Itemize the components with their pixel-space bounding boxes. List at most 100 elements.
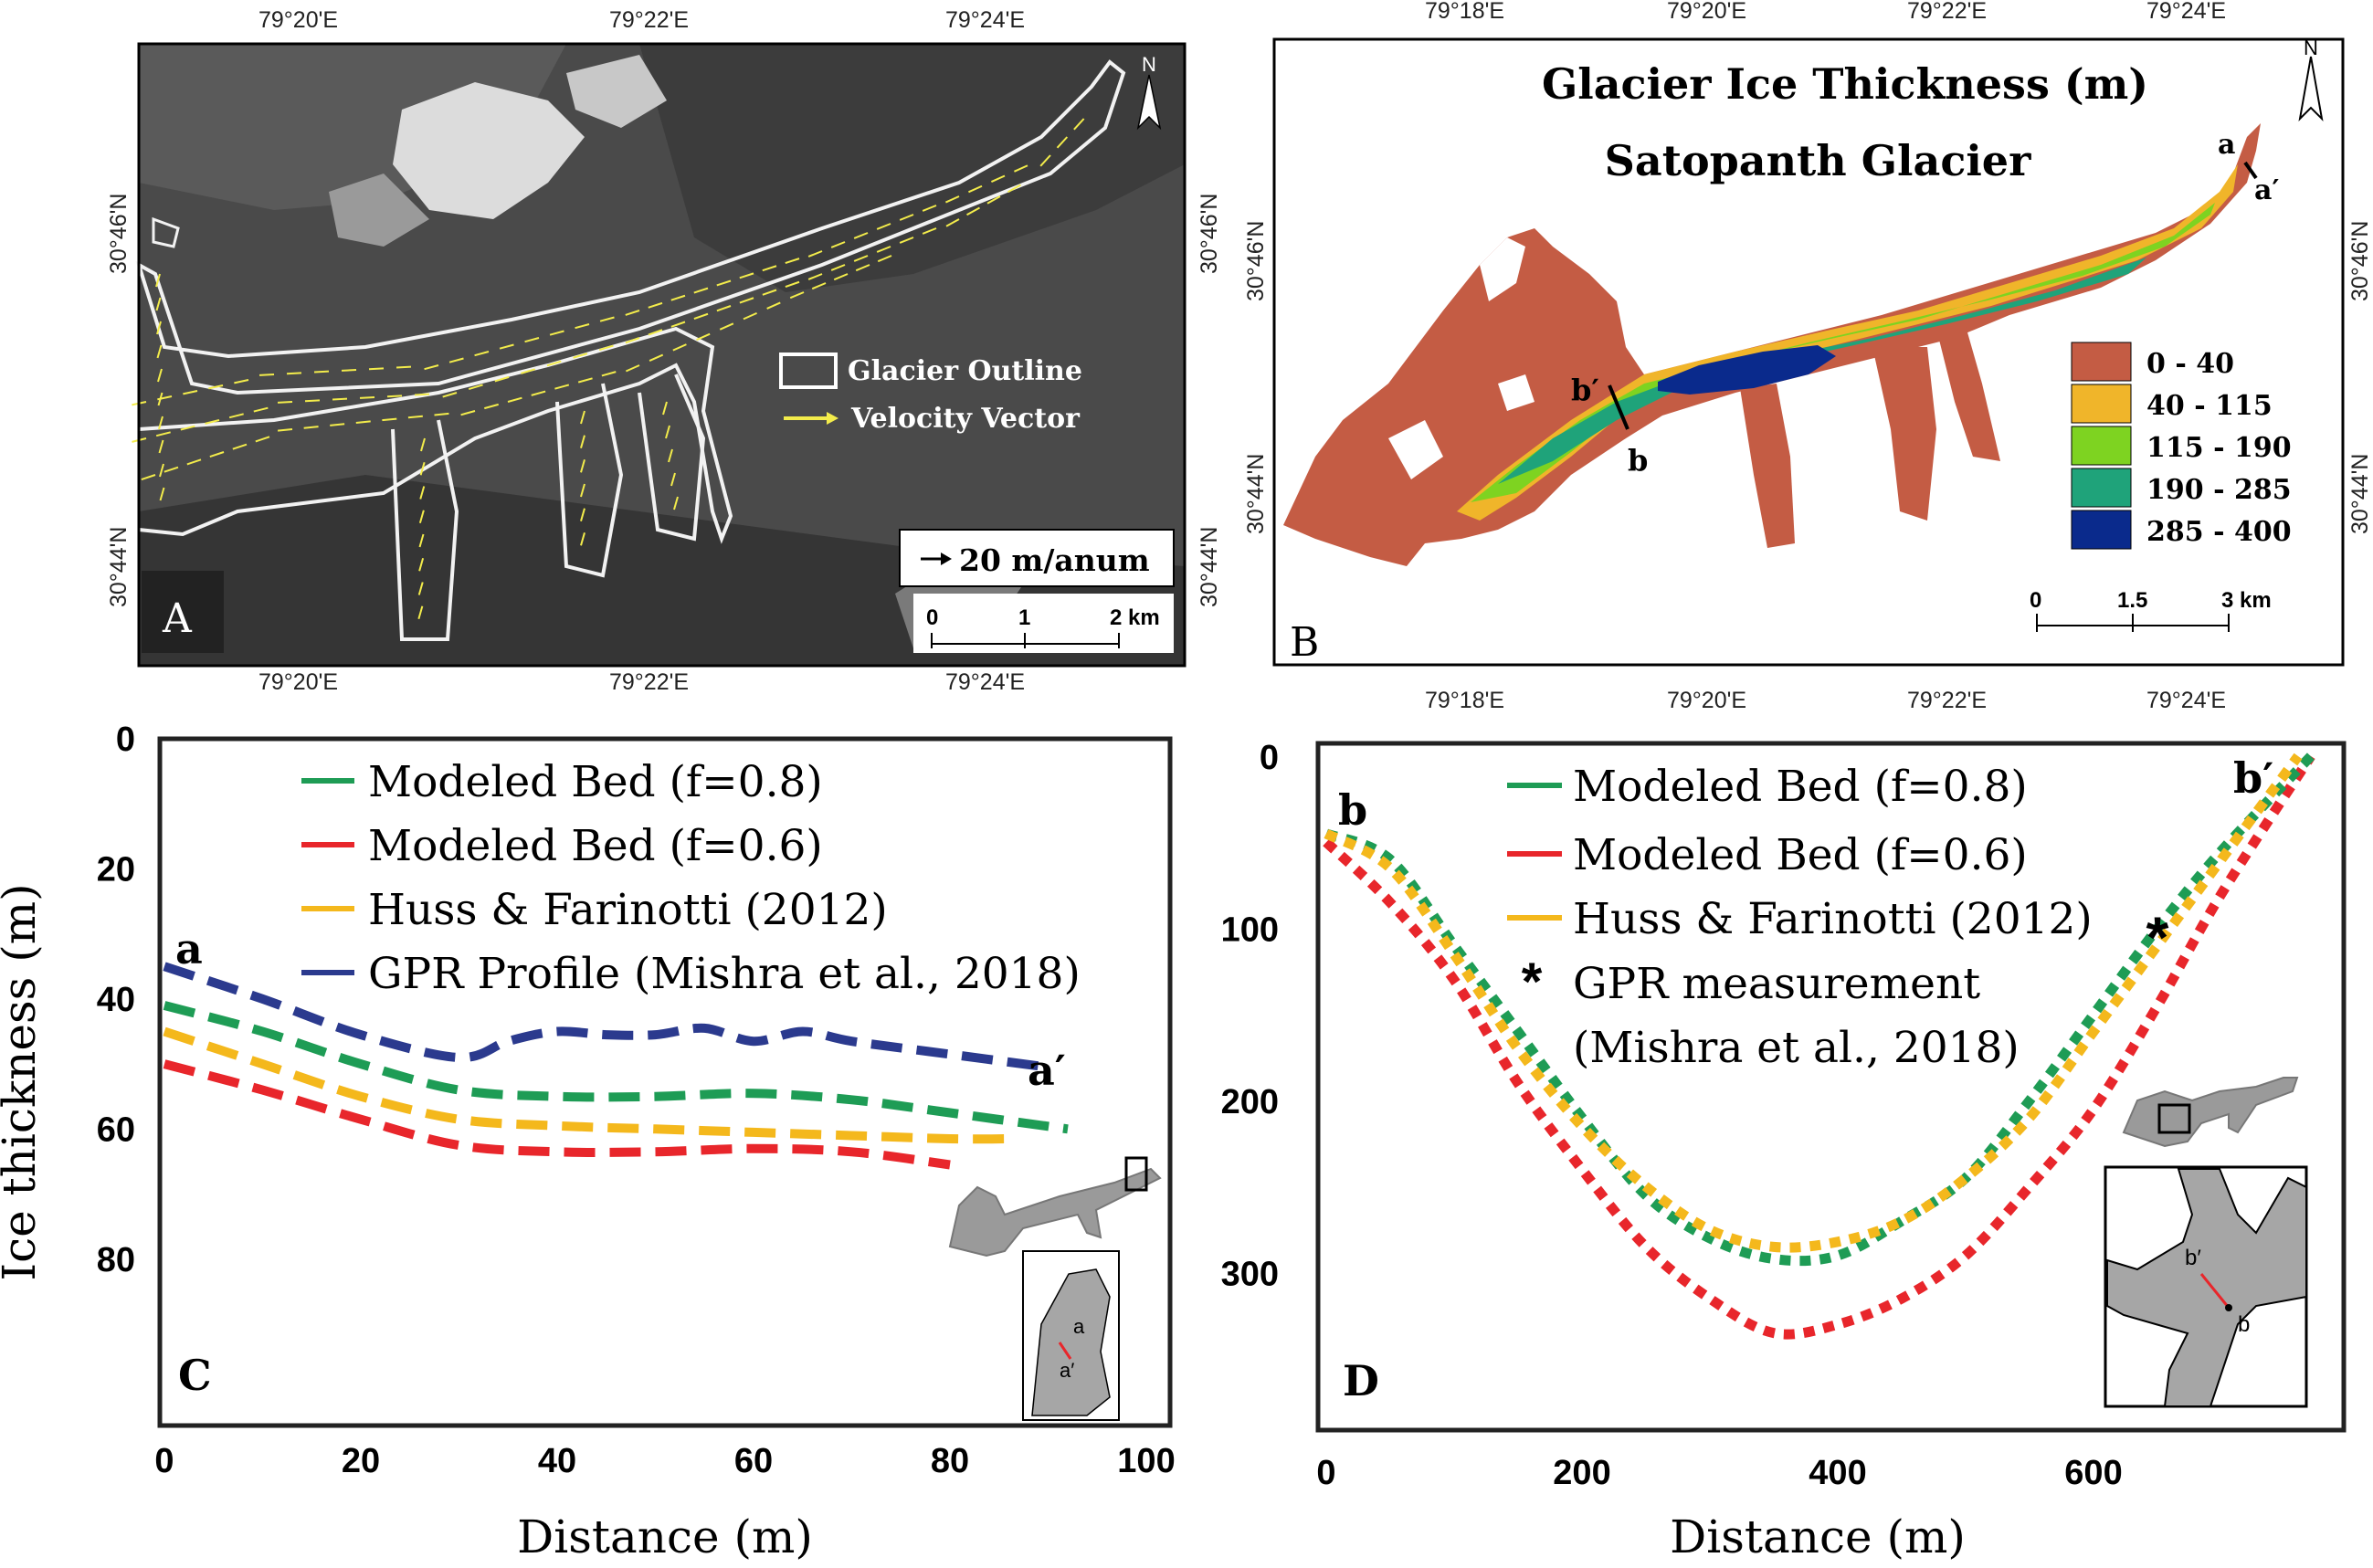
velocity-vector-33 [922, 205, 937, 212]
velocity-vector-136 [158, 439, 164, 454]
c-inset-label-a: a [1073, 1315, 1085, 1338]
velocity-vector-26 [762, 265, 777, 272]
small-outline [152, 216, 180, 248]
scale-vector-label: 20 m/anum [959, 542, 1150, 578]
legend-swatch-3 [2071, 426, 2132, 466]
c-series-line-4 [163, 962, 1049, 1072]
profile-a-label: a [2218, 129, 2235, 161]
b-scale-label-0: 0 [2030, 588, 2041, 613]
c-series-line-1 [163, 1001, 1069, 1134]
glacier-outline-main [135, 59, 1126, 395]
c-x-tick-20: 20 [342, 1442, 380, 1480]
velocity-vector-8 [313, 370, 330, 374]
a-right-lat-1: 30°46'N [1197, 194, 1222, 274]
velocity-vector-79 [163, 466, 179, 473]
velocity-vector-68 [807, 273, 823, 280]
velocity-vector-82 [232, 443, 248, 450]
velocity-vector-129 [155, 273, 161, 288]
velocity-vector-27 [785, 258, 800, 265]
velocity-vector-28 [807, 250, 823, 258]
velocity-vector-97 [601, 371, 617, 377]
velocity-vector-77 [1007, 184, 1021, 194]
d-start-label: b [1338, 785, 1367, 835]
velocity-vector-16 [524, 337, 540, 343]
velocity-vector-102 [719, 322, 734, 331]
velocity-vector-3 [183, 390, 198, 395]
velocity-vector-62 [670, 321, 686, 328]
d-gpr-point-marker: * [2146, 904, 2169, 970]
profile-b-line [1608, 384, 1629, 430]
velocity-vector-35 [967, 184, 983, 194]
profile-b-label: b [1628, 443, 1648, 478]
velocity-vector-10 [368, 367, 385, 371]
tributary-outline-2 [555, 383, 624, 578]
velocity-vector-19 [599, 316, 615, 322]
c-legend-label-3: Huss & Farinotti (2012) [368, 885, 888, 935]
velocity-vector-32 [899, 214, 914, 221]
panel-d-ticks: 0 200 400 600 0 100 200 300 [1221, 739, 2123, 1492]
velocity-vector-87 [355, 420, 371, 425]
c-x-tick-0: 0 [154, 1442, 174, 1480]
a-top-lon-3: 79°24'E [945, 7, 1025, 33]
velocity-vector-60 [625, 337, 640, 344]
velocity-vector-117 [417, 605, 424, 620]
tributary-1 [1872, 347, 1936, 521]
a-bottom-lon-1: 79°20'E [258, 669, 338, 695]
b-top-lon-3: 79°22'E [1907, 0, 1987, 24]
velocity-vector-15 [499, 343, 514, 350]
d-legend-label-1: Modeled Bed (f=0.8) [1573, 762, 2028, 812]
panel-b-label: B [1290, 619, 1319, 666]
velocity-vector-115 [418, 557, 425, 572]
terrain-ridge-1 [139, 44, 566, 210]
panel-c-ticks: 0 20 40 60 80 100 0 20 40 60 80 [97, 721, 1176, 1480]
b-bottom-lon-1: 79°18'E [1425, 688, 1504, 713]
b-scale-label-1: 1.5 [2117, 588, 2147, 613]
velocity-vector-38 [1039, 154, 1051, 167]
c-inset-profile [1058, 1342, 1072, 1360]
profile-a-line [2243, 161, 2258, 180]
velocity-vector-114 [418, 533, 425, 548]
a-left-lat-1: 30°46'N [106, 194, 132, 274]
snow-peak-2 [566, 55, 667, 128]
panel-a-frame [137, 42, 1186, 668]
scale-bar-label-2: 2 km [1110, 605, 1160, 630]
velocity-vector-100 [672, 343, 687, 352]
velocity-vector-106 [811, 282, 827, 290]
velocity-vector-5 [234, 379, 249, 384]
velocity-vector-54 [468, 384, 483, 390]
velocity-vector-71 [876, 246, 891, 253]
velocity-vector-6 [258, 374, 275, 376]
velocity-vector-46 [253, 406, 269, 413]
velocity-vector-56 [521, 368, 536, 374]
velocity-vector-91 [460, 410, 476, 416]
c-start-label: a [175, 924, 203, 973]
a-bottom-lon-2: 79°22'E [609, 669, 689, 695]
velocity-vector-109 [877, 255, 892, 263]
ice-class-285-400 [1658, 345, 1836, 395]
b-top-lon-1: 79°18'E [1425, 0, 1504, 24]
velocity-vector-89 [407, 415, 423, 419]
legend-label-1: 0 - 40 [2146, 348, 2234, 380]
velocity-vector-120 [580, 459, 585, 473]
d-x-axis-label: Distance (m) [1670, 1510, 1966, 1563]
d-inset-label-b: b [2238, 1312, 2250, 1337]
legend-swatch-2 [2071, 384, 2132, 424]
c-mini-box [1124, 1156, 1148, 1192]
velocity-vector-9 [341, 369, 357, 372]
velocity-vector-51 [386, 395, 403, 398]
velocity-vector-112 [419, 486, 426, 500]
velocity-vector-59 [598, 344, 614, 352]
c-inset-label-a2: a′ [1060, 1359, 1074, 1382]
velocity-vector-61 [648, 329, 663, 336]
d-y-tick-100: 100 [1221, 911, 1279, 950]
velocity-vectors [132, 118, 1085, 620]
snow-peak-3 [329, 174, 429, 247]
panel-d: * 0 200 400 600 0 100 200 300 Modeled Bed (f=0.… [1221, 739, 2347, 1563]
d-x-tick-400: 400 [1809, 1454, 1866, 1492]
velocity-vector-64 [716, 305, 732, 312]
velocity-vector-66 [762, 289, 777, 296]
panel-a: Glacier Outline Velocity Vector 20 m/anu… [106, 7, 1222, 695]
velocity-vector-96 [577, 377, 593, 384]
nunatak-3 [1498, 374, 1535, 411]
velocity-vector-45 [228, 413, 244, 419]
